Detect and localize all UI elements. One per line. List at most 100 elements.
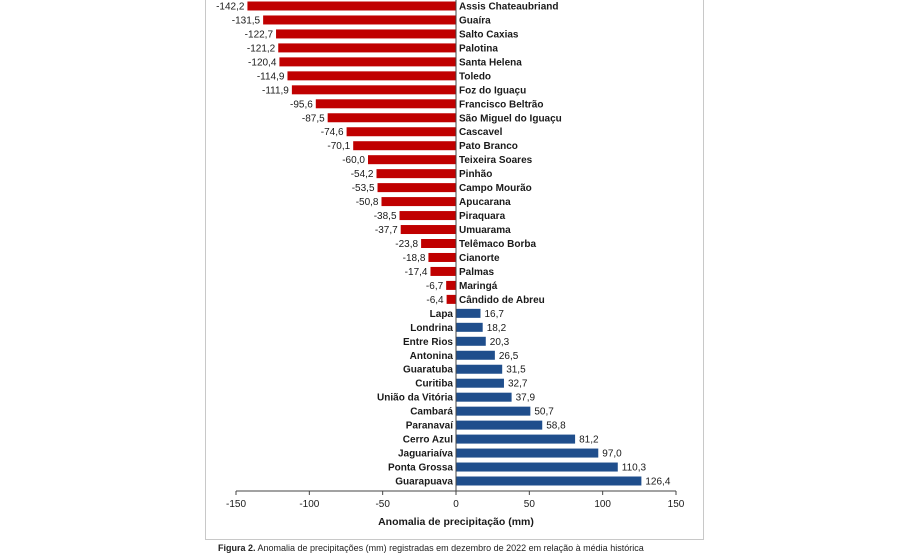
bar [456, 434, 576, 444]
data-label: -95,6 [290, 99, 313, 110]
data-label: -121,2 [247, 43, 276, 54]
bar [381, 197, 456, 207]
category-label: Lapa [430, 309, 454, 320]
data-label: -114,9 [257, 71, 285, 82]
x-tick-label: -50 [375, 499, 390, 510]
caption-label: Figura 2. [218, 543, 256, 553]
data-label: 58,8 [546, 421, 566, 432]
bar [456, 378, 504, 388]
data-label: -74,6 [321, 127, 344, 138]
x-tick-label: -150 [226, 499, 246, 510]
category-label: União da Vitória [377, 393, 453, 404]
bar [376, 169, 456, 179]
bar [276, 29, 456, 39]
bar [430, 266, 456, 276]
data-label: 32,7 [508, 379, 528, 390]
data-label: -54,2 [351, 169, 374, 180]
category-label: Palotina [459, 43, 498, 54]
x-axis-title: Anomalia de precipitação (mm) [378, 516, 534, 528]
bar [456, 350, 495, 360]
category-label: Foz do Iguaçu [459, 85, 526, 96]
category-label: Umuarama [459, 225, 511, 236]
data-label: 20,3 [490, 337, 510, 348]
bar [315, 99, 456, 109]
data-label: -120,4 [248, 57, 277, 68]
data-label: 50,7 [534, 407, 554, 418]
bar [263, 15, 456, 25]
caption-text: Anomalia de precipitações (mm) registrad… [255, 543, 644, 553]
data-label: 110,3 [622, 463, 647, 474]
category-label: São Miguel do Iguaçu [459, 113, 562, 124]
bar [400, 225, 456, 235]
category-label: Jaguariaíva [398, 449, 453, 460]
x-tick-label: 100 [594, 499, 611, 510]
data-label: 18,2 [487, 323, 507, 334]
category-label: Cascavel [459, 127, 503, 138]
category-label: Londrina [410, 323, 453, 334]
category-label: Guaratuba [403, 365, 453, 376]
data-label: -60,0 [342, 155, 365, 166]
category-label: Antonina [410, 351, 454, 362]
data-label: -50,8 [356, 197, 379, 208]
bar [456, 336, 486, 346]
data-label: -6,7 [426, 281, 444, 292]
data-label: -38,5 [374, 211, 397, 222]
data-label: -53,5 [352, 183, 375, 194]
bar [377, 183, 456, 193]
data-label: -6,4 [426, 295, 444, 306]
data-label: -142,2 [216, 2, 245, 13]
category-label: Toledo [459, 71, 491, 82]
precipitation-anomaly-chart: Assis Chateaubriand -142,2 Guaíra -131,5 Sal… [216, 0, 685, 528]
category-label: Guarapuava [395, 477, 453, 488]
bar [421, 239, 456, 248]
bar [279, 57, 456, 67]
bar [456, 364, 503, 374]
data-label: -122,7 [245, 29, 274, 40]
category-label: Cândido de Abreu [459, 295, 545, 306]
x-tick-label: 0 [453, 499, 459, 510]
x-tick-label: 50 [524, 499, 536, 510]
bar [456, 406, 531, 416]
bar [399, 211, 456, 221]
category-label: Cambará [410, 407, 453, 418]
data-label: 126,4 [645, 477, 670, 488]
category-label: Pinhão [459, 169, 492, 180]
chart-frame: Assis Chateaubriand -142,2 Guaíra -131,5 Sal… [205, 0, 704, 540]
data-label: 37,9 [516, 393, 536, 404]
data-label: 97,0 [602, 449, 622, 460]
category-label: Cerro Azul [403, 435, 453, 446]
category-label: Pato Branco [459, 141, 518, 152]
bar [291, 85, 456, 95]
bar [346, 127, 456, 137]
data-label: 31,5 [506, 365, 526, 376]
bar [327, 113, 456, 123]
data-label: 26,5 [499, 351, 519, 362]
category-label: Cianorte [459, 253, 500, 264]
data-label: -17,4 [405, 267, 428, 278]
bar [368, 155, 456, 165]
category-label: Ponta Grossa [388, 463, 453, 474]
bar [456, 462, 618, 472]
category-label: Francisco Beltrão [459, 99, 543, 110]
bar [456, 392, 512, 402]
x-tick-label: -100 [299, 499, 319, 510]
data-label: -37,7 [375, 225, 398, 236]
category-label: Entre Rios [403, 337, 453, 348]
bar [456, 476, 642, 486]
bar [278, 43, 456, 53]
category-label: Guaíra [459, 15, 491, 26]
data-label: -131,5 [232, 15, 261, 26]
bar [446, 294, 456, 304]
data-label: -70,1 [327, 141, 350, 152]
category-label: Palmas [459, 267, 494, 278]
bar [428, 252, 456, 262]
bar [446, 280, 456, 290]
bar [456, 322, 483, 332]
category-label: Curitiba [415, 379, 453, 390]
bar [247, 1, 456, 11]
x-tick-label: 150 [668, 499, 685, 510]
bar [456, 308, 481, 318]
data-label: -18,8 [403, 253, 426, 264]
bar [287, 71, 456, 81]
data-label: -23,8 [395, 239, 418, 250]
